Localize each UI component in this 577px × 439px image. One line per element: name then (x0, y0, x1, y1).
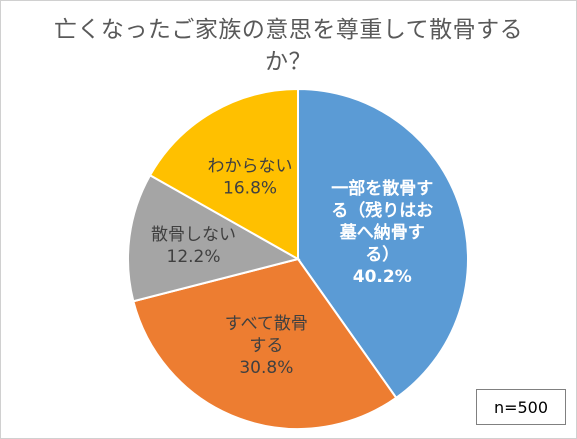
pie-slice-2 (127, 173, 301, 303)
slice-category-label: る（残りはお (331, 200, 433, 221)
slice-value-label: 16.8% (223, 179, 277, 199)
slice-value-label: 40.2% (353, 267, 412, 287)
slice-category-label: 散骨しない (151, 225, 236, 245)
chart-title-line-1: 亡くなったご家族の意思を尊重して散骨する (53, 17, 524, 43)
slice-category-label: 一部を散骨す (331, 178, 433, 199)
chart-title-line-2: か？ (265, 49, 312, 75)
slice-category-label: る） (365, 244, 399, 265)
sample-size-note: n=500 (476, 389, 566, 425)
slice-category-label: 墓へ納骨す (339, 222, 425, 243)
pie-slice-0 (297, 87, 469, 400)
pie-slice-1 (132, 257, 398, 430)
slice-category-label: すべて散骨 (225, 314, 308, 334)
slice-value-label: 12.2% (167, 247, 221, 267)
slice-category-label: わからない (208, 157, 293, 177)
slice-category-label: する (249, 336, 283, 356)
chart-title: 亡くなったご家族の意思を尊重して散骨する か？ (20, 14, 557, 78)
slice-value-label: 30.8% (239, 358, 293, 378)
pie-slice-3 (148, 87, 299, 261)
